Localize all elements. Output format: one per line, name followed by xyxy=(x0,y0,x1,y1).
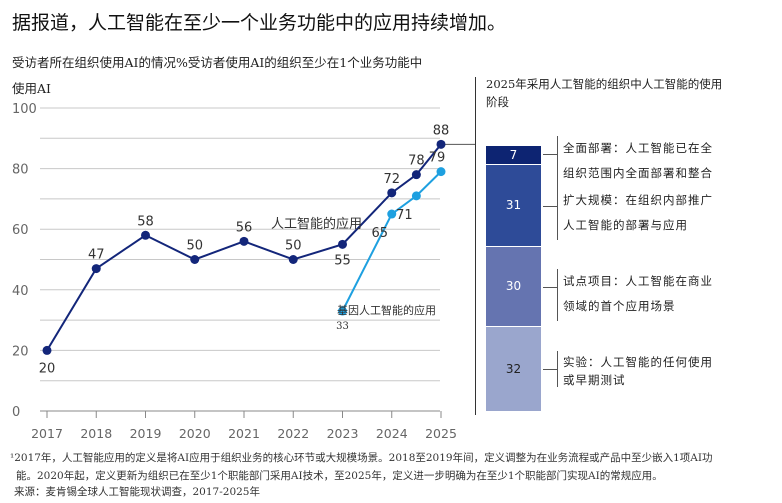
divider xyxy=(475,77,476,415)
x-tick-label: 2017 xyxy=(31,426,63,441)
data-point xyxy=(42,345,52,355)
data-label: 72 xyxy=(383,172,400,187)
data-point xyxy=(411,170,421,180)
bar-segment: 32 xyxy=(486,326,541,411)
x-tick-label: 2019 xyxy=(130,426,162,441)
segment-label: 扩大规模：在组织内部推广人工智能的部署与应用 xyxy=(563,192,713,232)
leader-line xyxy=(543,154,557,155)
series-line xyxy=(46,143,442,351)
y-tick-label: 60 xyxy=(12,223,29,238)
segment-label: 试点项目：人工智能在商业领域的首个应用场景 xyxy=(563,273,713,313)
leader-line xyxy=(543,205,557,207)
data-label: 65 xyxy=(371,226,388,241)
data-point xyxy=(436,139,446,149)
data-label: 88 xyxy=(433,123,450,138)
data-point xyxy=(91,264,101,274)
data-label: 55 xyxy=(334,253,351,268)
x-tick-label: 2024 xyxy=(376,426,408,441)
source: 来源：麦肯锡全球人工智能现状调查，2017-2025年 xyxy=(14,486,260,498)
data-point xyxy=(190,255,200,264)
leader-bracket xyxy=(557,136,558,188)
data-point xyxy=(288,255,298,264)
footnote: 能。2020年起，定义更新为组织已在至少1个职能部门采用AI技术，至2025年，… xyxy=(16,470,663,482)
x-tick-label: 2025 xyxy=(425,426,457,441)
y-tick-label: 100 xyxy=(12,102,37,117)
bar-segment: 31 xyxy=(486,164,541,247)
data-point xyxy=(387,209,397,219)
leader-line xyxy=(543,369,557,371)
leader-line xyxy=(543,286,557,288)
data-label: 58 xyxy=(137,214,154,229)
y-tick-label: 80 xyxy=(12,163,29,178)
series-line xyxy=(341,170,442,312)
leader-bracket xyxy=(557,268,558,321)
series-label: 人工智能的应用 xyxy=(271,216,362,232)
data-point xyxy=(411,191,421,201)
data-label: 20 xyxy=(39,361,56,376)
x-tick-label: 2020 xyxy=(179,426,211,441)
leader-bracket xyxy=(557,351,558,388)
x-tick-label: 2022 xyxy=(277,426,309,441)
bar-title: 2025年采用人工智能的组织中人工智能的使用阶段 xyxy=(486,77,723,109)
data-label: 78 xyxy=(408,154,425,169)
segment-label: 全面部署：人工智能已在全组织范围内全面部署和整合 xyxy=(563,141,713,180)
data-point xyxy=(338,306,347,316)
bar-segment: 7 xyxy=(486,146,541,164)
data-point xyxy=(338,239,347,249)
chart-subtitle: 受访者所在组织使用AI的情况%受访者使用AI的组织至少在1个业务功能中使用AI xyxy=(12,55,423,96)
y-tick-label: 40 xyxy=(12,284,29,299)
data-point xyxy=(141,230,150,240)
footnote: ¹2017年，人工智能应用的定义是将AI应用于组织业务的核心环节或大规模场景。2… xyxy=(10,452,713,464)
data-label: 50 xyxy=(186,239,203,254)
y-tick-label: 0 xyxy=(12,405,20,420)
data-point xyxy=(239,236,249,246)
leader-bracket xyxy=(557,187,558,240)
data-label: 50 xyxy=(285,239,302,254)
data-label: 33 xyxy=(336,321,349,332)
data-label: 56 xyxy=(236,220,253,235)
x-tick-label: 2023 xyxy=(327,426,359,441)
data-label: 71 xyxy=(396,208,413,223)
x-tick-label: 2021 xyxy=(228,426,260,441)
data-point xyxy=(387,188,397,198)
data-label: 47 xyxy=(88,248,105,263)
data-point xyxy=(436,167,446,177)
y-tick-label: 20 xyxy=(12,344,29,359)
series-label: 基因人工智能的应用 xyxy=(337,303,436,317)
data-label: 79 xyxy=(429,151,446,166)
segment-label: 实验：人工智能的任何使用或早期测试 xyxy=(563,355,713,388)
bar-segment: 30 xyxy=(486,247,541,326)
x-tick-label: 2018 xyxy=(80,426,112,441)
page-title: 据报道，人工智能在至少一个业务功能中的应用持续增加。 xyxy=(12,12,507,34)
